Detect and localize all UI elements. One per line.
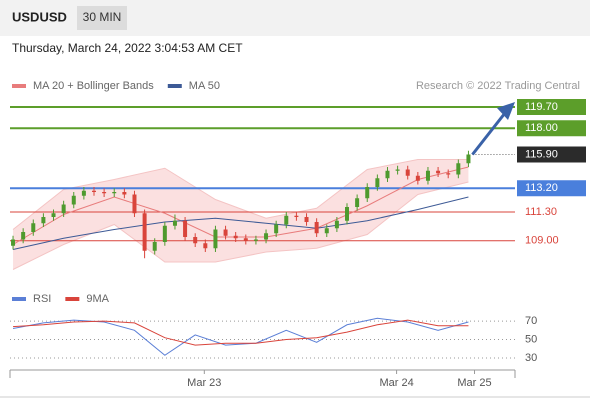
candle-body [415, 175, 420, 181]
candle-body [122, 192, 127, 195]
candle-body [203, 243, 208, 249]
level-label: 113.20 [525, 182, 558, 194]
candle-body [345, 207, 350, 221]
candle-body [172, 220, 177, 226]
level-label: 118.00 [525, 122, 558, 134]
legend-label: 9MA [86, 293, 109, 305]
candle-body [324, 228, 329, 234]
candle-body [436, 170, 441, 174]
candle-body [112, 192, 117, 194]
candle-body [456, 163, 461, 175]
subtitle: Thursday, March 24, 2022 3:04:53 AM CET [12, 41, 243, 55]
candle-body [375, 178, 380, 187]
candle-body [213, 229, 218, 249]
candle-body [466, 154, 471, 164]
level-box [517, 120, 586, 137]
source: Research © 2022 Trading Central [416, 80, 580, 92]
symbol: USDUSD [12, 9, 67, 24]
candle-body [31, 223, 36, 232]
candle-body [274, 224, 279, 234]
candle-body [71, 195, 76, 205]
candle-body [102, 192, 107, 194]
candle-body [183, 220, 188, 237]
x-tick-label: Mar 25 [457, 377, 491, 389]
candle-body [223, 229, 228, 236]
forecast-arrow-head [497, 102, 515, 120]
level-label: 115.90 [525, 148, 558, 160]
candle-body [193, 237, 198, 244]
candle-body [61, 204, 66, 214]
forecast-arrow [471, 112, 507, 156]
legend-label: MA 20 + Bollinger Bands [33, 80, 154, 92]
level-label: 109.00 [525, 235, 559, 247]
candle-body [395, 169, 400, 171]
candle-body [425, 170, 430, 181]
candle-body [365, 187, 370, 199]
candle-body [385, 170, 390, 179]
level-box [517, 99, 586, 115]
rsi-tick-label: 50 [525, 333, 537, 345]
candle-body [51, 213, 56, 217]
candle-body [264, 233, 269, 240]
candle-body [81, 190, 86, 196]
level-label: 119.70 [525, 101, 558, 113]
candle-body [152, 242, 157, 251]
level-box [517, 146, 586, 163]
rsi-line [13, 319, 469, 346]
rsi-tick-label: 30 [525, 352, 537, 364]
rsi-line [12, 317, 469, 356]
candle-body [253, 239, 258, 241]
candle-body [284, 215, 289, 225]
legend-label: RSI [33, 293, 51, 305]
candle-body [21, 232, 26, 240]
x-tick-label: Mar 24 [379, 377, 413, 389]
bollinger-upper [12, 159, 469, 230]
candle-body [334, 220, 339, 229]
level-box [517, 180, 586, 197]
candle-body [91, 190, 96, 192]
candle-body [11, 239, 16, 246]
candle-body [294, 215, 299, 217]
candle-body [446, 173, 451, 175]
candle-body [142, 213, 147, 251]
bollinger-lower [12, 181, 469, 270]
x-tick-label: Mar 23 [187, 377, 221, 389]
ma-line [12, 166, 469, 245]
bollinger-fill [13, 159, 469, 270]
candle-body [355, 198, 360, 207]
candle-body [132, 194, 137, 214]
timeframe-box [77, 6, 127, 30]
ma-line [12, 196, 469, 250]
candle-body [314, 222, 319, 234]
candle-body [162, 225, 167, 242]
rsi-tick-label: 70 [525, 315, 537, 327]
timeframe: 30 MIN [83, 10, 122, 24]
legend-label: MA 50 [189, 80, 220, 92]
candle-body [41, 217, 46, 224]
candle-body [405, 169, 410, 176]
candle-body [233, 235, 238, 239]
candle-body [304, 217, 309, 222]
level-label: 111.30 [525, 206, 557, 218]
candle-body [243, 238, 248, 241]
